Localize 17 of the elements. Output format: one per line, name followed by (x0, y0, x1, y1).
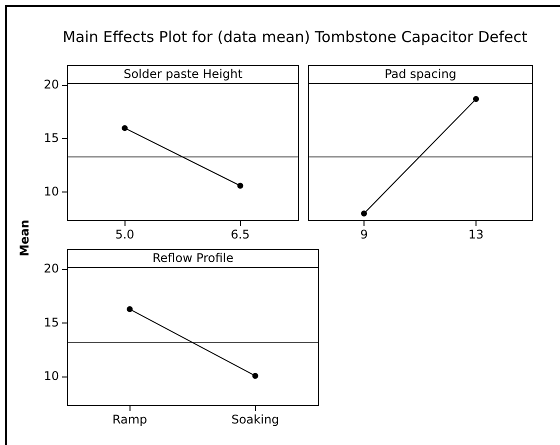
y-tick-label: 10 (44, 369, 59, 384)
y-tick-label: 20 (44, 261, 59, 276)
y-axis-title: Mean (17, 220, 32, 256)
chart-title: Reflow Profile (67, 249, 319, 268)
x-tick-label: 6.5 (230, 227, 250, 242)
text: Main Effects Plot for (data mean) Tombstone Capacitor Defect (62, 28, 528, 46)
y-tick-label: 15 (44, 130, 59, 145)
y-tick-label: 10 (44, 184, 59, 198)
x-tick-label: Ramp (112, 412, 148, 426)
x-tick-label: 13 (468, 227, 484, 242)
chart-title: Pad spacing (308, 65, 533, 83)
x-tick-label: 9 (360, 227, 368, 242)
chart-title: Solder paste Height (67, 65, 299, 84)
x-tick-label: Soaking (231, 412, 280, 426)
y-tick-label: 15 (44, 315, 59, 330)
y-tick-label: 20 (44, 77, 59, 92)
x-tick-label: 5.0 (115, 227, 134, 242)
